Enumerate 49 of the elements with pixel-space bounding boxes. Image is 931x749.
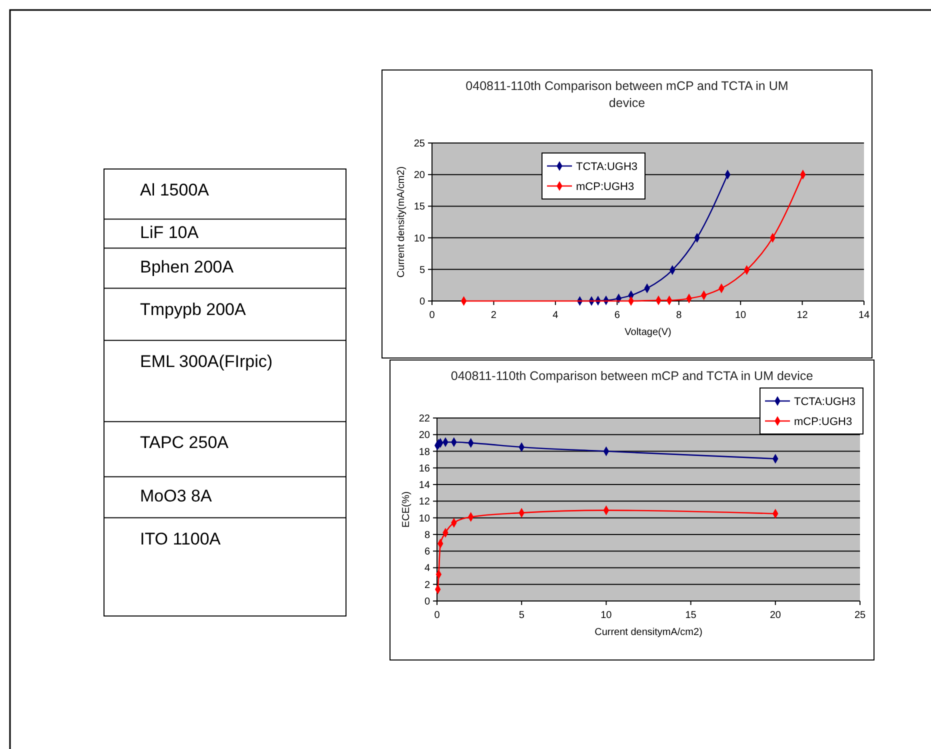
- text: TAPC 250A: [140, 433, 230, 452]
- chart-title: 040811-110th Comparison between mCP and TCTA in UM device: [450, 369, 814, 383]
- legend-label: mCP:UGH3: [576, 180, 634, 193]
- x-tick-label: 10: [600, 610, 612, 621]
- text: MoO3 8A: [140, 486, 212, 506]
- text: ITO 1100A: [140, 529, 222, 548]
- y-axis-title: Current density(mA/cm2): [396, 166, 407, 278]
- y-tick-label: 10: [418, 513, 430, 524]
- x-axis-title: Voltage(V): [624, 327, 672, 338]
- y-axis-title: ECE(%): [401, 491, 412, 528]
- y-tick-label: 0: [419, 296, 426, 308]
- y-tick-label: 20: [414, 170, 426, 182]
- y-tick-label: 20: [418, 430, 430, 442]
- legend-label: TCTA:UGH3: [794, 396, 856, 408]
- y-tick-label: 12: [418, 496, 430, 508]
- y-tick-label: 10: [414, 233, 426, 244]
- y-tick-label: 25: [414, 138, 426, 150]
- text: LiF 10A: [140, 223, 200, 242]
- y-tick-label: 18: [418, 446, 430, 458]
- y-tick-label: 0: [424, 596, 430, 608]
- y-tick-label: 5: [419, 264, 426, 276]
- x-tick-label: 8: [676, 310, 682, 321]
- y-tick-label: 2: [424, 580, 430, 591]
- y-tick-label: 15: [414, 202, 426, 213]
- x-tick-label: 5: [518, 610, 525, 621]
- x-tick-label: 25: [854, 610, 866, 621]
- x-tick-label: 20: [770, 610, 782, 621]
- text: Tmpypb 200A: [140, 300, 246, 319]
- y-tick-label: 22: [418, 414, 430, 424]
- legend-label: TCTA:UGH3: [576, 160, 638, 173]
- x-axis-title: Current densitymA/cm2): [594, 627, 702, 638]
- x-tick-label: 15: [685, 610, 697, 621]
- text: Al 1500A: [140, 180, 210, 200]
- y-tick-label: 8: [424, 530, 430, 541]
- text: Bphen 200A: [140, 258, 234, 277]
- text: EML 300A(FIrpic): [140, 352, 273, 371]
- y-tick-label: 6: [424, 546, 430, 558]
- x-tick-label: 0: [434, 610, 440, 621]
- x-tick-label: 10: [735, 310, 747, 321]
- y-tick-label: 16: [418, 463, 430, 474]
- x-tick-label: 6: [614, 310, 620, 321]
- chart-title: 040811-110th Comparison between mCP and TCTA in UM device: [466, 79, 788, 110]
- legend-label: mCP:UGH3: [794, 416, 852, 428]
- x-tick-label: 4: [552, 310, 559, 321]
- x-tick-label: 14: [858, 310, 870, 321]
- x-tick-label: 12: [796, 310, 808, 321]
- x-tick-label: 2: [490, 310, 497, 321]
- y-tick-label: 14: [418, 480, 430, 492]
- y-tick-label: 4: [424, 563, 430, 574]
